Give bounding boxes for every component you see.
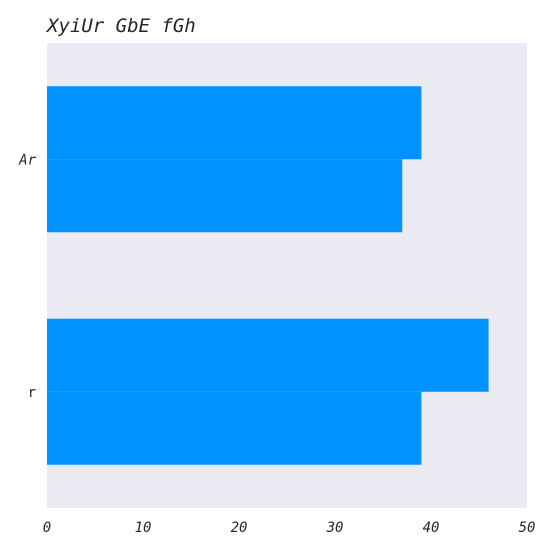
x-axis-tick-labels: 0 10 20 30 40 50 (43, 520, 536, 536)
y-axis-tick-labels: Ar r (18, 152, 36, 401)
chart-title: XyiUr GbE fGh (45, 15, 196, 37)
bar-0-1 (47, 159, 403, 233)
x-tick-label: 20 (231, 520, 248, 536)
bar-1-0 (47, 318, 489, 392)
x-tick-label: 30 (326, 520, 344, 536)
x-tick-label: 50 (519, 520, 536, 536)
x-tick-label: 40 (423, 520, 440, 536)
x-tick-label: 10 (135, 520, 152, 536)
bar-0-0 (47, 86, 422, 160)
y-tick-label: Ar (18, 152, 36, 168)
bar-1-1 (47, 391, 422, 465)
x-tick-label: 0 (43, 520, 51, 536)
y-tick-label: r (28, 385, 36, 401)
bars-group (47, 86, 489, 465)
